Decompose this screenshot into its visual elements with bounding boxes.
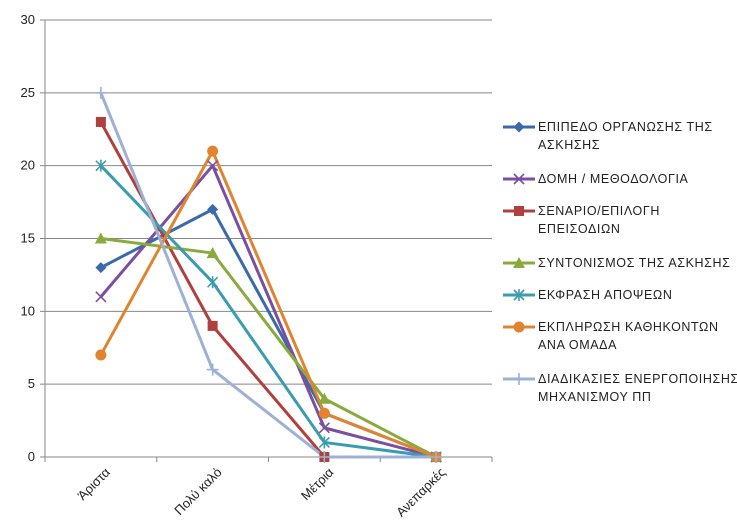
series-1-point [95, 262, 107, 274]
series-4-point [206, 247, 219, 259]
series-1-point [207, 203, 219, 215]
series-7-point [206, 363, 219, 376]
legend-label: ΕΠΕΙΣΟΔΙΩΝ [538, 222, 621, 236]
legend-label: ΑΝΑ ΟΜΑΔΑ [538, 338, 617, 352]
legend-label: ΔΟΜΗ / ΜΕΘΟΔΟΛΟΓΙΑ [538, 172, 689, 186]
legend-marker [513, 289, 525, 301]
y-tick-label: 0 [28, 449, 35, 464]
series-5-point [207, 276, 219, 289]
legend-marker [513, 173, 525, 185]
x-tick-label: Ανεπαρκές [393, 465, 448, 520]
series-6-point [95, 349, 107, 361]
y-tick-label: 15 [21, 231, 35, 246]
series-2-point [95, 291, 107, 303]
x-tick-label: Μέτρια [298, 464, 337, 503]
y-tick-label: 30 [21, 12, 35, 27]
legend-label: ΜΗΧΑΝΙΣΜΟΥ ΠΠ [538, 390, 652, 404]
axes [40, 19, 493, 462]
series-line-7 [99, 92, 437, 459]
series-2-point [207, 160, 219, 172]
series-group [94, 86, 443, 463]
series-4-point [94, 232, 107, 244]
y-tick-label: 10 [21, 303, 35, 318]
series-7-point [94, 86, 107, 99]
series-6-point [318, 407, 330, 419]
legend-marker [513, 121, 525, 133]
series-line-4 [100, 237, 437, 459]
legend-label: ΑΣΚΗΣΗΣ [538, 138, 600, 152]
series-5-point [95, 159, 107, 172]
series-7-point [318, 451, 331, 463]
y-axis-ticks: 0 5 10 15 20 25 30 [21, 12, 35, 464]
series-3-point [95, 116, 106, 127]
x-axis-ticks: Άριστα Πολύ καλό Μέτρια Ανεπαρκές [74, 464, 448, 519]
series-7-point [430, 451, 443, 463]
series-line-5 [99, 164, 437, 459]
series-6-point [207, 145, 219, 157]
series-5-point [318, 436, 330, 449]
series-line-3 [99, 121, 437, 459]
series-line-6 [99, 149, 437, 459]
legend-marker [514, 206, 524, 216]
series-3-point [207, 320, 218, 331]
legend-marker [513, 321, 525, 333]
y-tick-label: 25 [21, 85, 35, 100]
legend-marker [513, 257, 525, 268]
legend-label: ΕΚΦΡΑΣΗ ΑΠΟΨΕΩΝ [538, 288, 672, 302]
legend: ΕΠΙΠΕΔΟ ΟΡΓΑΝΩΣΗΣ ΤΗΣ ΑΣΚΗΣΗΣ ΔΟΜΗ / ΜΕΘΟΔ… [503, 120, 737, 404]
series-4-point [318, 392, 331, 404]
legend-label: ΣΕΝΑΡΙΟ/ΕΠΙΛΟΓΗ [538, 204, 660, 218]
y-tick-label: 20 [21, 158, 35, 173]
legend-marker [513, 373, 525, 385]
legend-label: ΣΥΝΤΟΝΙΣΜΟΣ ΤΗΣ ΑΣΚΗΣΗΣ [538, 256, 730, 270]
gridlines [45, 19, 492, 385]
y-tick-label: 5 [28, 376, 35, 391]
series-2-point [318, 422, 330, 434]
x-tick-label: Άριστα [74, 464, 113, 503]
legend-label: ΔΙΑΔΙΚΑΣΙΕΣ ΕΝΕΡΓΟΠΟΙΗΣΗΣ [538, 372, 737, 386]
x-tick-label: Πολύ καλό [171, 465, 225, 519]
legend-label: ΕΚΠΛΗΡΩΣΗ ΚΑΘΗΚΟΝΤΩΝ [538, 320, 719, 334]
legend-label: ΕΠΙΠΕΔΟ ΟΡΓΑΝΩΣΗΣ ΤΗΣ [538, 120, 713, 134]
